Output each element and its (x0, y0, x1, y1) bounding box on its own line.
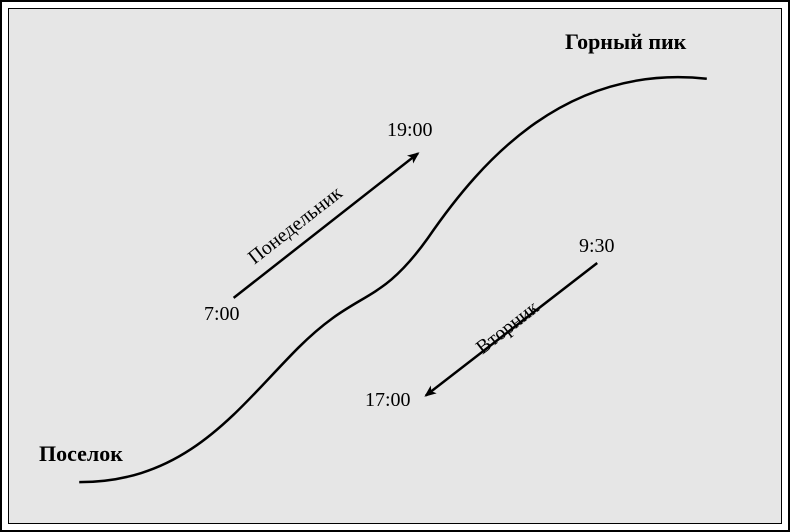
monday-end-time: 19:00 (387, 119, 433, 142)
diagram-svg (9, 9, 781, 523)
outer-frame: Горный пик Поселок 7:00 19:00 Понедельни… (0, 0, 790, 532)
monday-start-time: 7:00 (204, 303, 240, 326)
tuesday-start-time: 9:30 (579, 235, 615, 258)
tuesday-end-time: 17:00 (365, 389, 411, 412)
diagram-area: Горный пик Поселок 7:00 19:00 Понедельни… (8, 8, 782, 524)
village-label: Поселок (39, 441, 123, 467)
peak-label: Горный пик (565, 29, 686, 55)
monday-arrow (234, 153, 418, 297)
